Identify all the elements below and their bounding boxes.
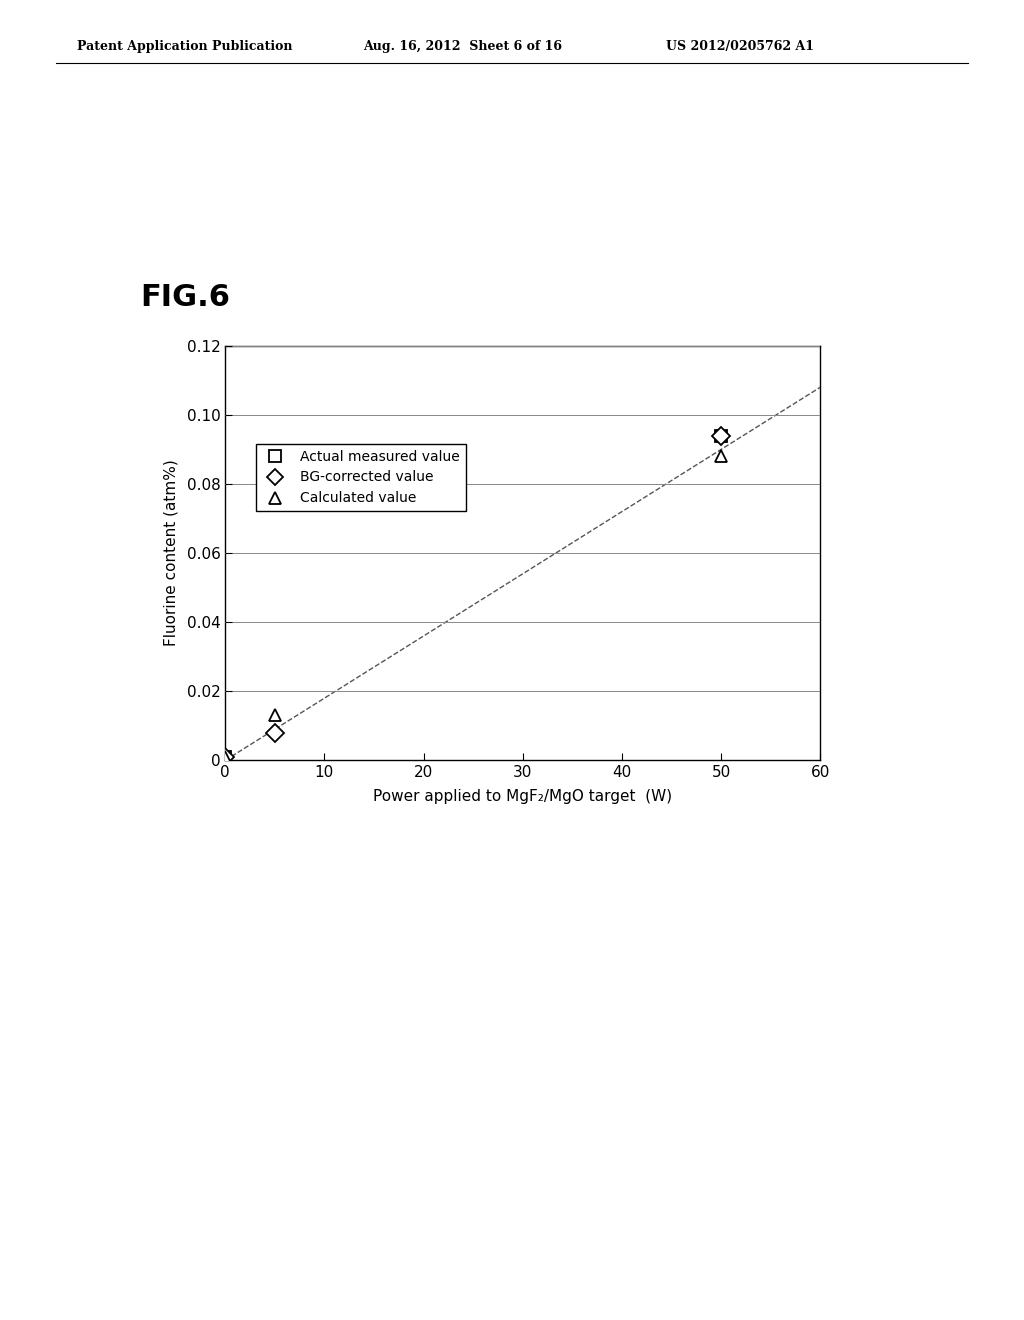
Text: Patent Application Publication: Patent Application Publication bbox=[77, 40, 292, 53]
Y-axis label: Fluorine content (atm%): Fluorine content (atm%) bbox=[163, 459, 178, 647]
X-axis label: Power applied to MgF₂/MgO target  (W): Power applied to MgF₂/MgO target (W) bbox=[373, 788, 673, 804]
Legend: Actual measured value, BG-corrected value, Calculated value: Actual measured value, BG-corrected valu… bbox=[256, 444, 466, 511]
Text: US 2012/0205762 A1: US 2012/0205762 A1 bbox=[666, 40, 814, 53]
Text: Aug. 16, 2012  Sheet 6 of 16: Aug. 16, 2012 Sheet 6 of 16 bbox=[364, 40, 562, 53]
Text: FIG.6: FIG.6 bbox=[140, 284, 230, 313]
